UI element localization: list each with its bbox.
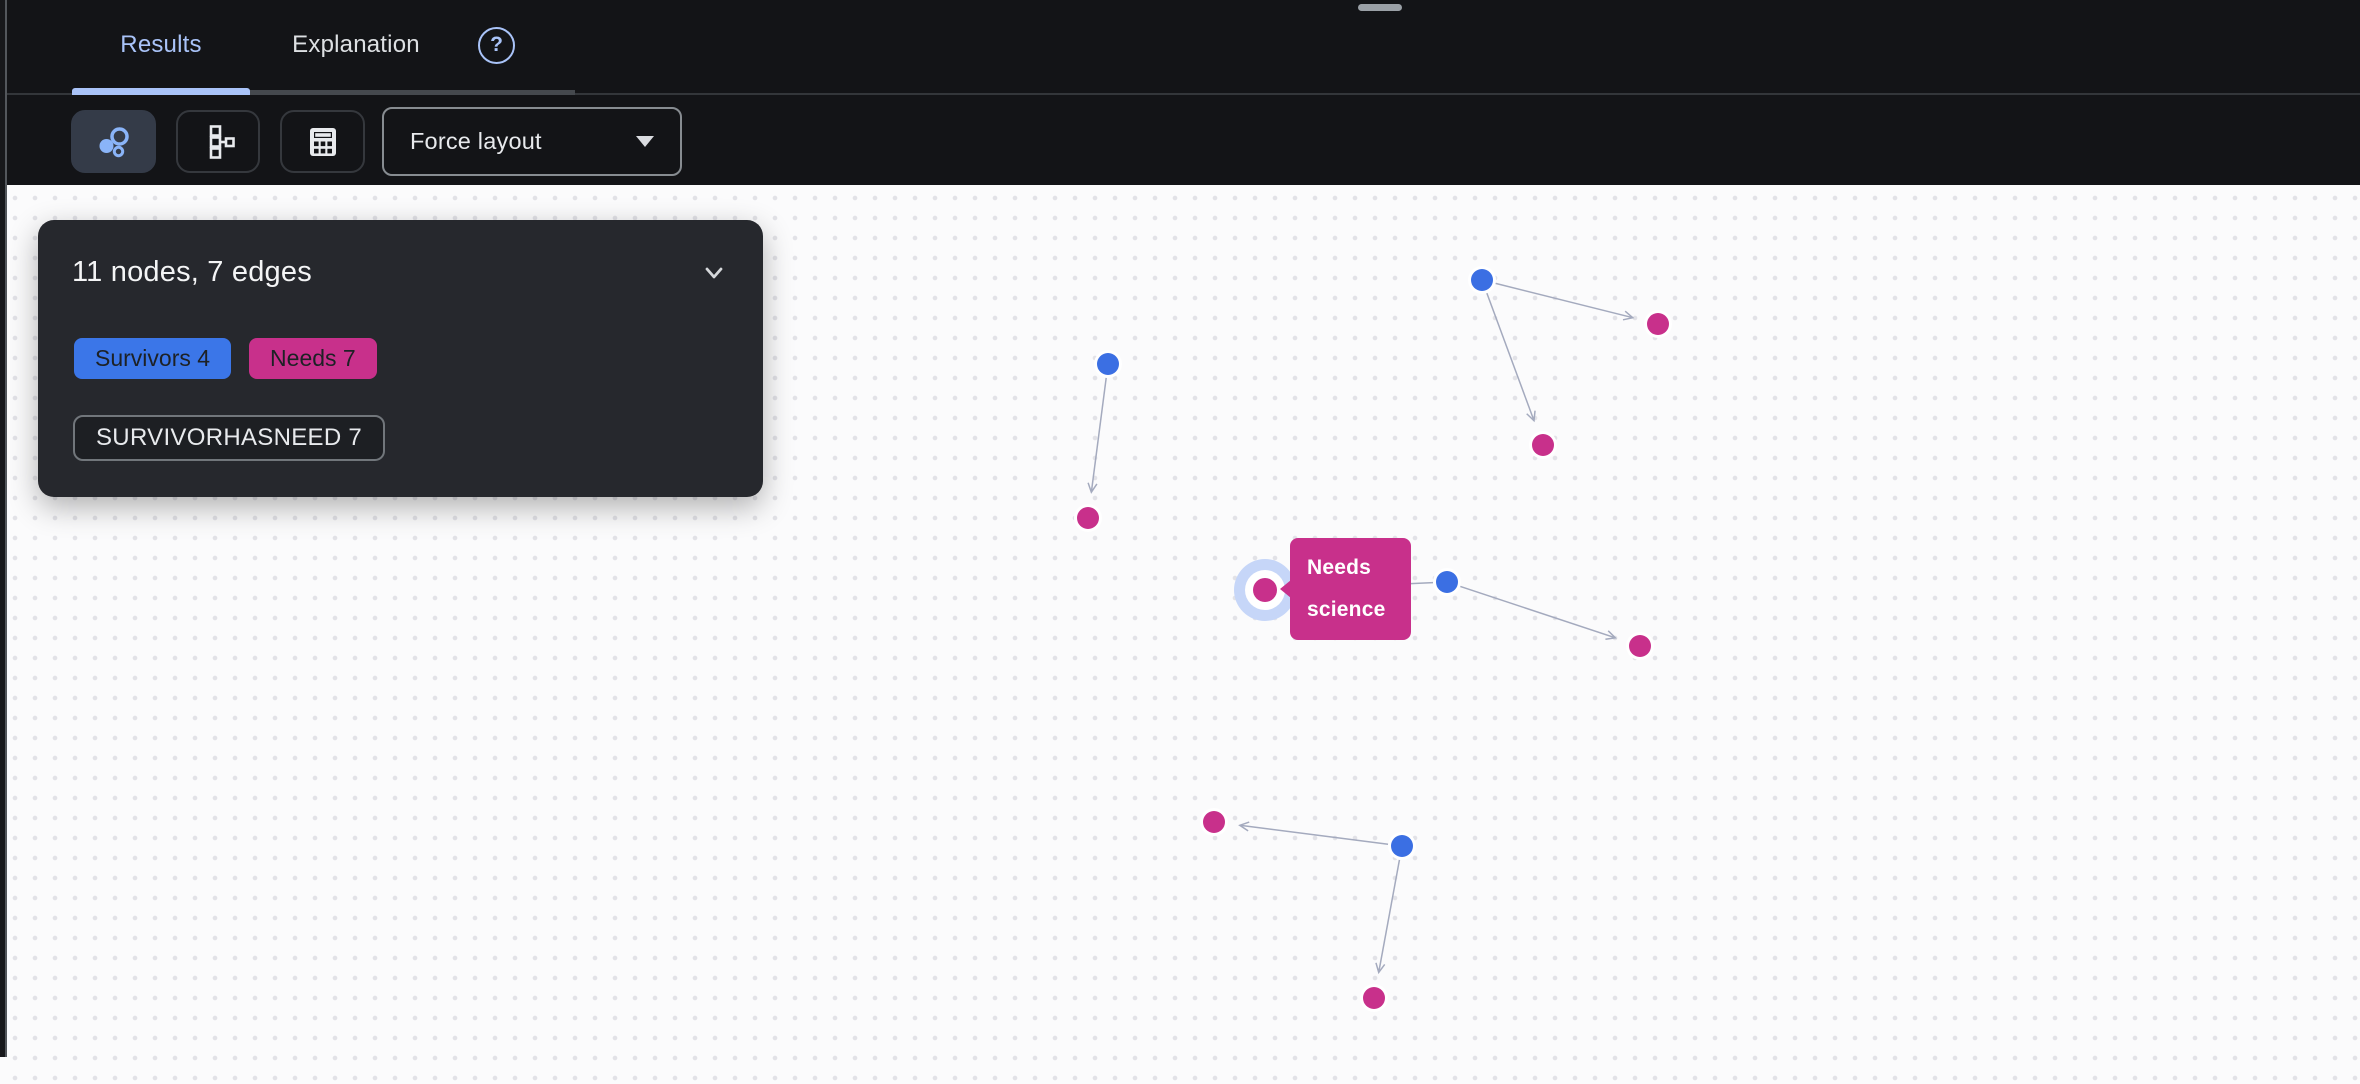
help-icon[interactable]: ? xyxy=(478,26,515,64)
graph-node-survivors-s3[interactable] xyxy=(1436,571,1458,593)
active-tab-underline xyxy=(72,88,250,95)
tab-results-label: Results xyxy=(120,31,202,58)
table-view-button[interactable] xyxy=(280,110,365,173)
graph-node-survivors-s1[interactable] xyxy=(1471,269,1493,291)
summary-panel: 11 nodes, 7 edges Survivors 4 Needs 7 SU… xyxy=(38,220,763,497)
header: Results Explanation ? xyxy=(0,0,2360,185)
table-icon xyxy=(309,127,336,156)
badge-needs[interactable]: Needs 7 xyxy=(249,338,377,379)
tab-explanation[interactable]: Explanation xyxy=(250,0,462,90)
graph-node-needs-n2[interactable] xyxy=(1532,434,1554,456)
graph-node-needs-n6[interactable] xyxy=(1203,811,1225,833)
hierarchy-view-button[interactable] xyxy=(176,110,260,173)
panel-title: 11 nodes, 7 edges xyxy=(72,256,312,288)
bubble-graph-icon xyxy=(99,126,129,157)
graph-node-needs-n7[interactable] xyxy=(1363,987,1385,1009)
header-divider xyxy=(0,93,2360,95)
tooltip-line: science xyxy=(1307,598,1386,621)
node-tooltip: Needs science xyxy=(1280,538,1411,640)
tab-bar: Results Explanation ? xyxy=(72,0,515,90)
graph-node-needs-n3[interactable] xyxy=(1077,507,1099,529)
relationship-chip[interactable]: SURVIVORHASNEED 7 xyxy=(73,415,386,461)
tooltip-line: Needs xyxy=(1307,556,1372,579)
graph-node-needs-n1[interactable] xyxy=(1647,313,1669,335)
chevron-down-icon[interactable] xyxy=(701,260,727,286)
help-glyph: ? xyxy=(490,33,503,56)
hierarchy-icon xyxy=(209,124,235,159)
relationship-chip-row: SURVIVORHASNEED 7 xyxy=(73,415,386,461)
layout-dropdown[interactable]: Force layout xyxy=(382,107,682,176)
label-badge-row: Survivors 4 Needs 7 xyxy=(74,338,377,379)
graph-node-survivors-s2[interactable] xyxy=(1097,353,1119,375)
graph-node-needs-n5[interactable] xyxy=(1629,635,1651,657)
tab-results[interactable]: Results xyxy=(72,0,250,90)
graph-node-needs-n4[interactable] xyxy=(1253,578,1277,602)
caret-down-icon xyxy=(636,136,654,147)
tab-explanation-label: Explanation xyxy=(292,31,420,58)
tab-underline-track xyxy=(72,90,575,95)
drag-handle[interactable] xyxy=(1358,4,1402,11)
badge-survivors[interactable]: Survivors 4 xyxy=(74,338,232,379)
graph-node-survivors-s4[interactable] xyxy=(1391,835,1413,857)
left-edge-strip xyxy=(0,0,7,1057)
graph-view-button[interactable] xyxy=(71,110,156,173)
layout-dropdown-label: Force layout xyxy=(410,128,542,154)
